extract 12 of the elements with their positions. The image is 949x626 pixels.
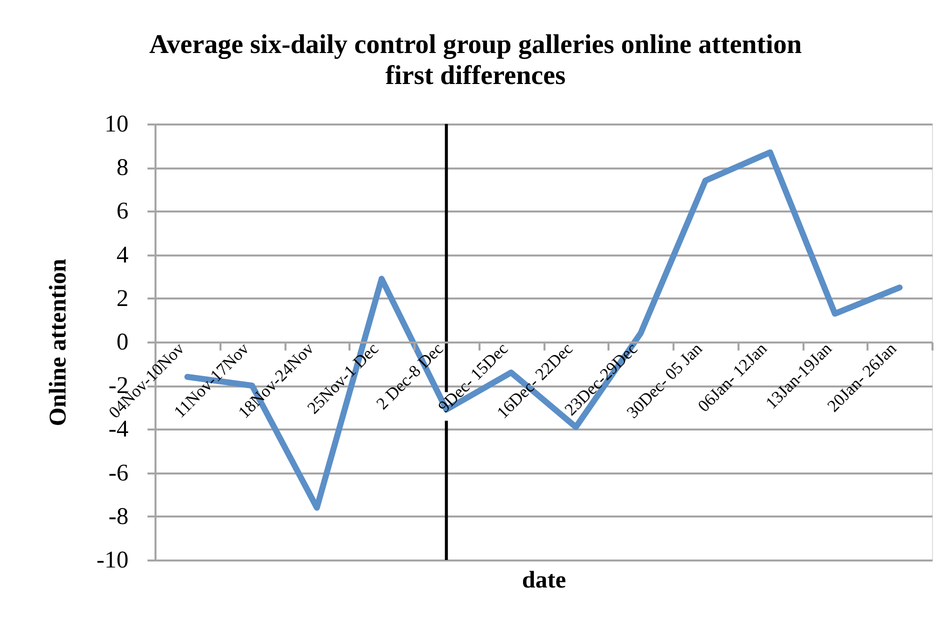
x-axis-title: date [522, 568, 566, 594]
chart-title: Average six-daily control group galleries online attention first differences [149, 29, 802, 90]
y-axis-title: Online attention [46, 258, 72, 426]
y-tick-label: -6 [108, 460, 128, 486]
y-tick-label: 8 [116, 155, 128, 182]
y-tick-label: 2 [116, 286, 128, 312]
y-tick-label: 10 [104, 112, 128, 138]
y-tick-label: -4 [108, 416, 128, 443]
y-tick-label: 4 [116, 242, 128, 268]
y-tick-label: -8 [108, 504, 128, 530]
y-tick-label: 6 [116, 198, 128, 225]
y-tick-label: -10 [96, 548, 128, 574]
